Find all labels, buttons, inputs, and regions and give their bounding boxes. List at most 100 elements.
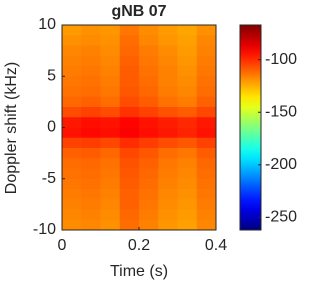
heatmap-cell [139, 117, 159, 128]
heatmap-cell [177, 55, 198, 67]
heatmap-cell [158, 209, 178, 221]
heatmap-cell [158, 107, 178, 118]
y-tick-label: 5 [47, 67, 56, 84]
heatmap-cell [196, 209, 217, 221]
x-tick-label: 0 [58, 237, 67, 254]
heatmap-cell [158, 178, 178, 190]
heatmap-cell [139, 96, 159, 108]
heatmap-cell [158, 96, 178, 108]
heatmap-cell [81, 96, 101, 108]
heatmap-cell [100, 178, 121, 190]
heatmap-cell [158, 117, 178, 128]
heatmap-cell [100, 158, 121, 169]
heatmap-cell [100, 209, 121, 221]
x-tick-label: 0.2 [128, 237, 150, 254]
heatmap-cell [119, 76, 140, 87]
heatmap-cell [139, 66, 159, 77]
heatmap-cell [100, 66, 121, 77]
heatmap-cell [158, 66, 178, 77]
heatmap-cell [62, 168, 82, 180]
heatmap-cell [119, 55, 140, 67]
heatmap-cell [62, 209, 82, 221]
heatmap-cell [119, 127, 140, 139]
y-tick-label: 0 [47, 119, 56, 136]
heatmap-cell [158, 199, 178, 210]
heatmap-cell [81, 107, 101, 118]
heatmap-cell [196, 219, 217, 231]
heatmap-cell [119, 35, 140, 46]
y-axis-label: Doppler shift (kHz) [3, 62, 20, 194]
heatmap-cell [177, 45, 198, 57]
heatmap-cell [62, 178, 82, 190]
heatmap-cell [100, 189, 121, 200]
heatmap-cell [119, 107, 140, 118]
heatmap-cell [177, 178, 198, 190]
heatmap-cell [196, 107, 217, 118]
heatmap-cell [196, 66, 217, 77]
x-axis-label: Time (s) [110, 263, 168, 280]
heatmap-cell [158, 86, 178, 98]
heatmap-cell [100, 76, 121, 87]
heatmap-cell [158, 25, 178, 36]
heatmap-cell [62, 199, 82, 210]
heatmap-cell [139, 86, 159, 98]
heatmap-cell [139, 137, 159, 149]
heatmap-cell [177, 199, 198, 210]
heatmap-cell [139, 55, 159, 67]
heatmap-cell [119, 86, 140, 98]
heatmap-cell [158, 219, 178, 231]
heatmap-cell [119, 25, 140, 36]
heatmap-cell [62, 158, 82, 169]
heatmap-cell [177, 96, 198, 108]
heatmap-cell [62, 117, 82, 128]
heatmap-cell [196, 199, 217, 210]
heatmap-cell [100, 117, 121, 128]
heatmap-cell [100, 127, 121, 139]
y-tick-label: -5 [42, 170, 56, 187]
colorbar-tick-label: -200 [265, 156, 297, 173]
heatmap-cell [81, 127, 101, 139]
heatmap-cell [119, 45, 140, 57]
heatmap-cell [158, 148, 178, 159]
x-tick-label: 0.4 [205, 237, 227, 254]
heatmap-cell [196, 117, 217, 128]
heatmap-cell [119, 66, 140, 77]
heatmap-cell [81, 189, 101, 200]
chart: gNB 07 Time (s) Doppler shift (kHz) 0 0.2… [3, 3, 297, 280]
heatmap-cell [196, 76, 217, 87]
heatmap-cell [100, 86, 121, 98]
heatmap-cell [158, 45, 178, 57]
heatmap-cell [100, 148, 121, 159]
heatmap-cell [62, 219, 82, 231]
heatmap-cell [119, 137, 140, 149]
heatmap-cell [139, 127, 159, 139]
heatmap-cell [196, 148, 217, 159]
colorbar [239, 24, 262, 231]
heatmap-cell [62, 127, 82, 139]
heatmap-cell [119, 189, 140, 200]
heatmap-cell [196, 127, 217, 139]
heatmap-cell [100, 55, 121, 67]
heatmap-cell [100, 199, 121, 210]
heatmap-cell [196, 189, 217, 200]
heatmap-cell [62, 86, 82, 98]
heatmap-cell [139, 209, 159, 221]
heatmap-cell [177, 137, 198, 149]
heatmap-cell [81, 199, 101, 210]
heatmap-cell [100, 25, 121, 36]
heatmap-cell [81, 25, 101, 36]
heatmap-cell [62, 55, 82, 67]
heatmap-cell [81, 137, 101, 149]
heatmap-cell [81, 55, 101, 67]
heatmap-cell [196, 96, 217, 108]
heatmap-cell [81, 45, 101, 57]
heatmap-cell [177, 76, 198, 87]
heatmap-cell [158, 158, 178, 169]
heatmap-cell [62, 96, 82, 108]
heatmap-cell [139, 199, 159, 210]
heatmap-cell [177, 148, 198, 159]
heatmap-cell [81, 117, 101, 128]
heatmap-cell [81, 35, 101, 46]
heatmap-cell [196, 137, 217, 149]
heatmap-cell [100, 137, 121, 149]
